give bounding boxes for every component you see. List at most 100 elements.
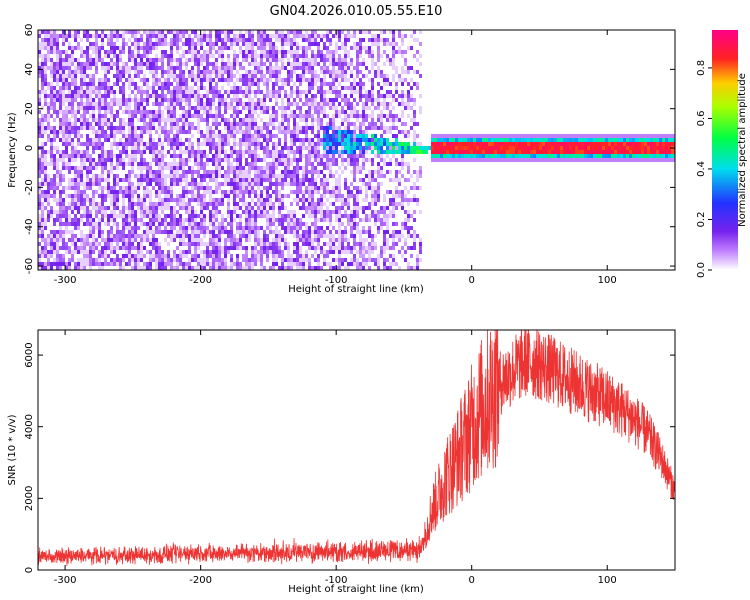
spectrogram-cell (128, 182, 131, 186)
spectrogram-cell (257, 258, 260, 262)
spectrogram-cell (68, 214, 71, 218)
spectrogram-cell (134, 262, 137, 266)
spectrogram-cell (236, 162, 239, 166)
spectrogram-cell (92, 242, 95, 246)
spectrogram-cell (314, 78, 317, 82)
spectrogram-cell (65, 50, 68, 54)
spectrogram-cell (245, 250, 248, 254)
spectrogram-cell (203, 106, 206, 110)
spectrogram-cell (242, 258, 245, 262)
spectrogram-cell (338, 166, 341, 170)
spectrogram-cell (56, 82, 59, 86)
spectrogram-cell (188, 158, 191, 162)
spectrogram-cell (38, 250, 41, 254)
spectrogram-cell (299, 62, 302, 66)
spectrogram-cell (254, 162, 257, 166)
spectrogram-cell (332, 210, 335, 214)
spectrogram-cell (350, 170, 353, 174)
spectrogram-cell (335, 70, 338, 74)
spectrogram-cell (116, 70, 119, 74)
spectrogram-cell (74, 174, 77, 178)
spectrogram-cell (146, 238, 149, 242)
spectrogram-cell (311, 130, 314, 134)
spectrogram-cell (89, 86, 92, 90)
spectrogram-cell (62, 174, 65, 178)
spectrogram-cell (308, 182, 311, 186)
spectrogram-cell (131, 126, 134, 130)
spectrogram-cell (212, 214, 215, 218)
spectrogram-cell (365, 138, 368, 142)
spectrogram-cell (41, 130, 44, 134)
spectrogram-cell (317, 266, 320, 270)
spectrogram-cell (245, 38, 248, 42)
spectrogram-cell (323, 162, 326, 166)
spectrogram-cell (119, 126, 122, 130)
spectrogram-cell (362, 246, 365, 250)
spectrogram-cell (233, 166, 236, 170)
spectrogram-cell (338, 154, 341, 158)
spectrogram-cell (104, 262, 107, 266)
spectrogram-cell (152, 234, 155, 238)
spectrogram-cell (188, 102, 191, 106)
spectrogram-cell (230, 42, 233, 46)
spectrogram-cell (80, 90, 83, 94)
spectrogram-cell (275, 74, 278, 78)
spectrogram-cell (314, 202, 317, 206)
spectrogram-cell (332, 118, 335, 122)
spectrogram-cell (173, 254, 176, 258)
spectrogram-cell (227, 118, 230, 122)
spectrogram-cell (92, 142, 95, 146)
spectrogram-cell (317, 102, 320, 106)
spectrogram-cell (149, 250, 152, 254)
spectrogram-cell (44, 114, 47, 118)
spectrogram-cell (68, 202, 71, 206)
spectrogram-cell (68, 34, 71, 38)
spectrogram-cell (128, 174, 131, 178)
spectrogram-cell (71, 254, 74, 258)
spectrogram-cell (320, 250, 323, 254)
spectrogram-cell (80, 78, 83, 82)
spectrogram-cell (347, 218, 350, 222)
spectrogram-cell (236, 174, 239, 178)
spectrogram-cell (143, 30, 146, 34)
spectrogram-cell (50, 138, 53, 142)
spectrogram-cell (98, 50, 101, 54)
spectrogram-cell (191, 114, 194, 118)
spectrogram-cell (104, 106, 107, 110)
spectrogram-cell (359, 254, 362, 258)
spectrogram-cell (122, 242, 125, 246)
spectrogram-cell (335, 146, 338, 150)
spectrogram-cell (95, 222, 98, 226)
spectrogram-cell (296, 254, 299, 258)
spectrogram-cell (176, 210, 179, 214)
spectrogram-cell (98, 242, 101, 246)
spectrogram-cell (191, 182, 194, 186)
spectrogram-cell (188, 74, 191, 78)
spectrogram-cell (104, 210, 107, 214)
spectrogram-cell (308, 190, 311, 194)
spectrogram-cell (182, 62, 185, 66)
spectrogram-cell (74, 158, 77, 162)
spectrogram-cell (284, 134, 287, 138)
spectrogram-cell (212, 262, 215, 266)
spectrogram-cell (128, 58, 131, 62)
spectrogram-cell (215, 214, 218, 218)
spectrogram-cell (305, 234, 308, 238)
spectrogram-cell (269, 202, 272, 206)
spectrogram-cell (368, 70, 371, 74)
spectrogram-cell (239, 182, 242, 186)
spectrogram-cell (197, 266, 200, 270)
spectrogram-cell (86, 66, 89, 70)
spectrogram-cell (230, 46, 233, 50)
spectrogram-cell (197, 198, 200, 202)
spectrogram-cell (269, 138, 272, 142)
spectrogram-cell (359, 94, 362, 98)
spectrogram-cell (359, 62, 362, 66)
spectrogram-cell (185, 66, 188, 70)
spectrogram-cell (254, 134, 257, 138)
spectrogram-cell (251, 198, 254, 202)
spectrogram-cell (341, 142, 344, 146)
spectrogram-cell (317, 34, 320, 38)
spectrogram-cell (62, 138, 65, 142)
spectrogram-cell (281, 206, 284, 210)
